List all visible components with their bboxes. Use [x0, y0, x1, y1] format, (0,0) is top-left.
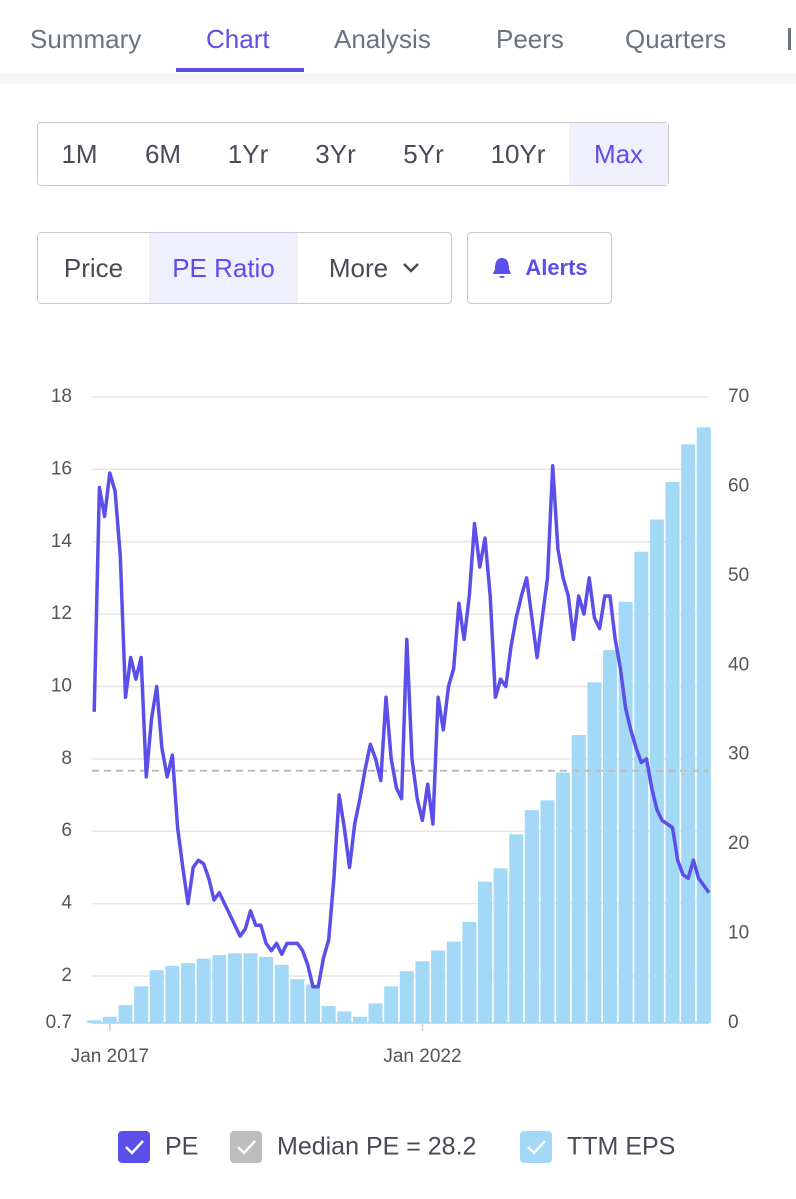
metric-group: Price PE Ratio More: [37, 232, 452, 304]
eps-bar: [399, 971, 414, 1023]
eps-bar: [118, 1005, 133, 1023]
eps-bar: [196, 958, 211, 1023]
y-tick-label: 10: [51, 675, 72, 696]
y2-tick-label: 40: [728, 654, 749, 675]
eps-bar: [618, 601, 633, 1023]
eps-bar: [634, 551, 649, 1023]
range-button[interactable]: 3Yr: [315, 138, 356, 169]
metric-button[interactable]: PE Ratio: [149, 233, 298, 303]
eps-bar: [696, 427, 711, 1023]
y-tick-label: 14: [51, 531, 73, 552]
range-button[interactable]: 10Yr: [490, 138, 546, 169]
eps-bar: [415, 961, 430, 1023]
tab[interactable]: Chart: [206, 24, 270, 54]
range-button[interactable]: Max: [569, 123, 668, 185]
tab-overflow: [788, 28, 796, 50]
eps-bar: [681, 444, 696, 1023]
tab-indicator: [176, 68, 304, 72]
metric-button[interactable]: Price: [63, 252, 124, 283]
legend-checkbox[interactable]: [118, 1131, 150, 1163]
pe-line: [92, 464, 711, 989]
legend-label: PE: [165, 1133, 198, 1161]
tab[interactable]: Peers: [496, 24, 564, 54]
y-tick-label: 16: [51, 458, 72, 479]
eps-bar: [134, 986, 149, 1023]
chevron-icon: [403, 263, 420, 273]
eps-bar: [384, 986, 399, 1023]
eps-bar: [571, 735, 586, 1023]
eps-bar: [165, 965, 180, 1023]
y2-tick-label: 0: [728, 1012, 739, 1033]
y2-tick-label: 20: [728, 833, 749, 854]
checkmark: [125, 1140, 144, 1155]
eps-bar: [227, 953, 242, 1023]
y-tick-label: 8: [61, 748, 72, 769]
eps-bar: [462, 921, 477, 1023]
eps-bar: [337, 1011, 352, 1023]
legend-label: TTM EPS: [567, 1133, 675, 1161]
eps-bar: [556, 772, 571, 1023]
y2-tick-label: 60: [728, 475, 749, 496]
eps-bar: [587, 682, 602, 1023]
eps-bar: [665, 481, 680, 1023]
eps-bar: [509, 834, 524, 1023]
y2-tick-label: 50: [728, 565, 749, 586]
x-tick-label: Jan 2022: [383, 1046, 461, 1067]
tab[interactable]: Analysis: [334, 24, 431, 54]
tab[interactable]: Summary: [30, 24, 142, 54]
eps-bar: [493, 868, 508, 1023]
y2-tick-label: 30: [728, 744, 749, 765]
y-tick-label: 6: [61, 820, 72, 841]
eps-bar: [352, 1016, 367, 1023]
y-tick-label: 18: [51, 386, 72, 407]
eps-bar: [540, 800, 555, 1023]
legend-checkbox[interactable]: [520, 1131, 552, 1163]
y2-tick-label: 10: [728, 923, 749, 944]
eps-bar: [431, 950, 446, 1023]
range-button[interactable]: 1Yr: [227, 138, 269, 169]
y-tick-label: 0.7: [46, 1012, 72, 1033]
legend-checkbox[interactable]: [230, 1131, 262, 1163]
more-label: More: [328, 252, 389, 283]
legend-label: Median PE = 28.2: [277, 1133, 476, 1161]
eps-bar: [603, 650, 618, 1023]
eps-bar: [243, 953, 258, 1023]
y-tick-label: 4: [61, 893, 72, 914]
alerts-button[interactable]: Alerts: [467, 232, 612, 304]
range-button[interactable]: 5Yr: [403, 138, 444, 169]
eps-bar: [290, 979, 305, 1023]
bell-icon: [493, 258, 512, 278]
eps-bar: [149, 970, 164, 1023]
more-button[interactable]: More: [298, 233, 451, 303]
eps-bar: [180, 963, 195, 1023]
eps-bar: [259, 956, 274, 1023]
checkmark: [527, 1140, 546, 1155]
eps-bar: [102, 1016, 117, 1023]
eps-bar: [477, 881, 492, 1023]
range-button[interactable]: 1M: [61, 138, 98, 169]
range-button[interactable]: 6M: [144, 138, 182, 169]
eps-bar: [306, 984, 321, 1023]
eps-bar: [87, 1020, 102, 1023]
range-group: 1M 6M 1Yr 3Yr 5Yr 10Yr Max: [37, 122, 669, 186]
y-tick-label: 12: [51, 603, 72, 624]
eps-bar: [321, 1006, 336, 1023]
alerts-label: Alerts: [525, 255, 588, 280]
divider: [0, 74, 796, 84]
eps-bar: [446, 941, 461, 1023]
eps-bar: [524, 810, 539, 1023]
eps-bar: [274, 964, 289, 1023]
eps-bar: [212, 955, 227, 1023]
tab[interactable]: Quarters: [625, 24, 727, 54]
eps-bar: [368, 1003, 383, 1023]
checkmark: [237, 1140, 256, 1155]
y-tick-label: 2: [61, 965, 72, 986]
y2-tick-label: 70: [728, 386, 749, 407]
x-tick-label: Jan 2017: [71, 1046, 149, 1067]
